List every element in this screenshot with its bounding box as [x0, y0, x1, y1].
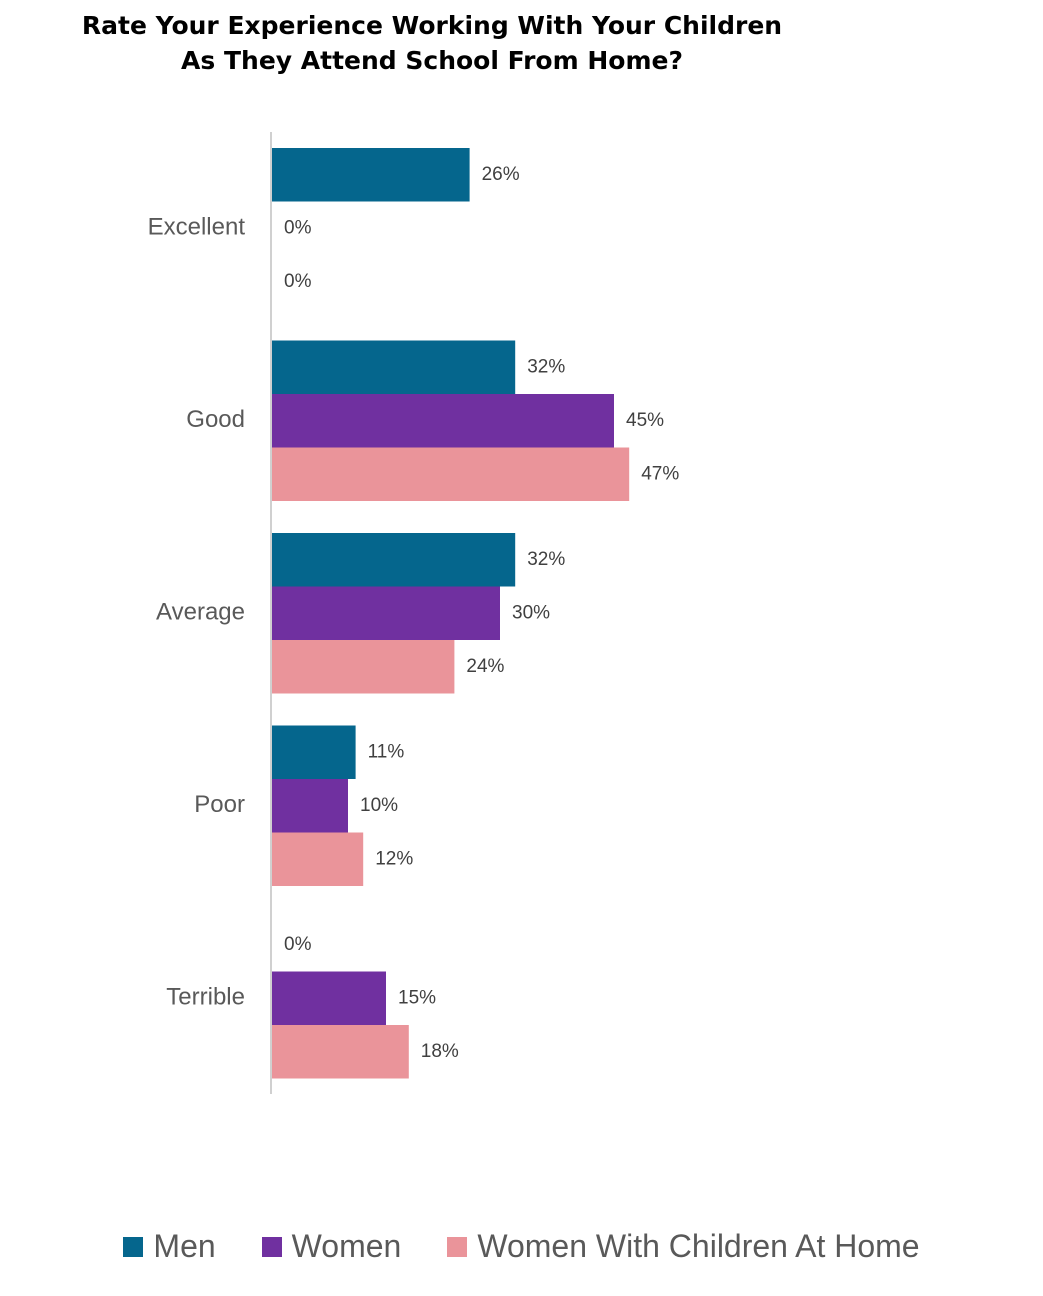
legend-label-women: Women: [291, 1228, 402, 1264]
data-label-terrible-series-1: 15%: [398, 987, 436, 1008]
category-label-good: Good: [186, 406, 245, 433]
chart-title-line-2: As They Attend School From Home?: [181, 46, 683, 75]
bar-terrible-series-2: [272, 1025, 409, 1079]
bar-good-series-2: [272, 447, 630, 501]
category-label-average: Average: [156, 599, 245, 626]
data-label-poor-series-1: 10%: [360, 795, 398, 816]
data-label-good-series-0: 32%: [527, 356, 565, 377]
legend-item-men: Men: [123, 1228, 216, 1265]
category-label-poor: Poor: [194, 791, 245, 818]
legend-swatch-women: [261, 1236, 282, 1257]
legend-item-women: Women: [261, 1228, 402, 1265]
bar-average-series-2: [272, 640, 455, 694]
legend-item-women-with-children: Women With Children At Home: [447, 1228, 920, 1265]
bar-poor-series-0: [272, 725, 356, 779]
data-label-poor-series-0: 11%: [368, 741, 405, 762]
data-label-average-series-1: 30%: [512, 602, 550, 623]
legend: Men Women Women With Children At Home: [0, 1228, 1043, 1265]
bar-poor-series-2: [272, 832, 364, 886]
legend-label-men: Men: [153, 1228, 216, 1264]
data-label-good-series-2: 47%: [641, 463, 679, 484]
bar-excellent-series-0: [272, 148, 470, 202]
data-label-average-series-0: 32%: [527, 549, 565, 570]
data-label-excellent-series-1: 0%: [284, 217, 312, 238]
bar-chart: Excellent 26% 0% 0% Good 32% 45% 47% Average 32% 3…: [148, 132, 679, 1094]
data-label-good-series-1: 45%: [626, 410, 664, 431]
legend-swatch-men: [123, 1236, 144, 1257]
bar-poor-series-1: [272, 779, 348, 833]
category-label-terrible: Terrible: [166, 984, 245, 1011]
bar-good-series-0: [272, 340, 516, 394]
bar-average-series-0: [272, 533, 516, 587]
bar-average-series-1: [272, 586, 500, 640]
plot-area: Excellent 26% 0% 0% Good 32% 45% 47% Average 32% 3…: [148, 132, 679, 1094]
bar-terrible-series-1: [272, 971, 386, 1025]
data-label-terrible-series-0: 0%: [284, 934, 312, 955]
data-label-excellent-series-2: 0%: [284, 271, 312, 292]
data-label-average-series-2: 24%: [466, 656, 504, 677]
chart-title-line-1: Rate Your Experience Working With Your C…: [81, 11, 783, 40]
category-label-excellent: Excellent: [148, 214, 246, 241]
data-label-terrible-series-2: 18%: [421, 1041, 459, 1062]
bar-good-series-1: [272, 394, 614, 448]
legend-swatch-women-with-children: [447, 1236, 468, 1257]
data-label-excellent-series-0: 26%: [482, 164, 520, 185]
data-label-poor-series-2: 12%: [375, 848, 413, 869]
legend-label-women-with-children: Women With Children At Home: [477, 1228, 920, 1264]
chart-title: Rate Your Experience Working With Your C…: [0, 8, 864, 78]
